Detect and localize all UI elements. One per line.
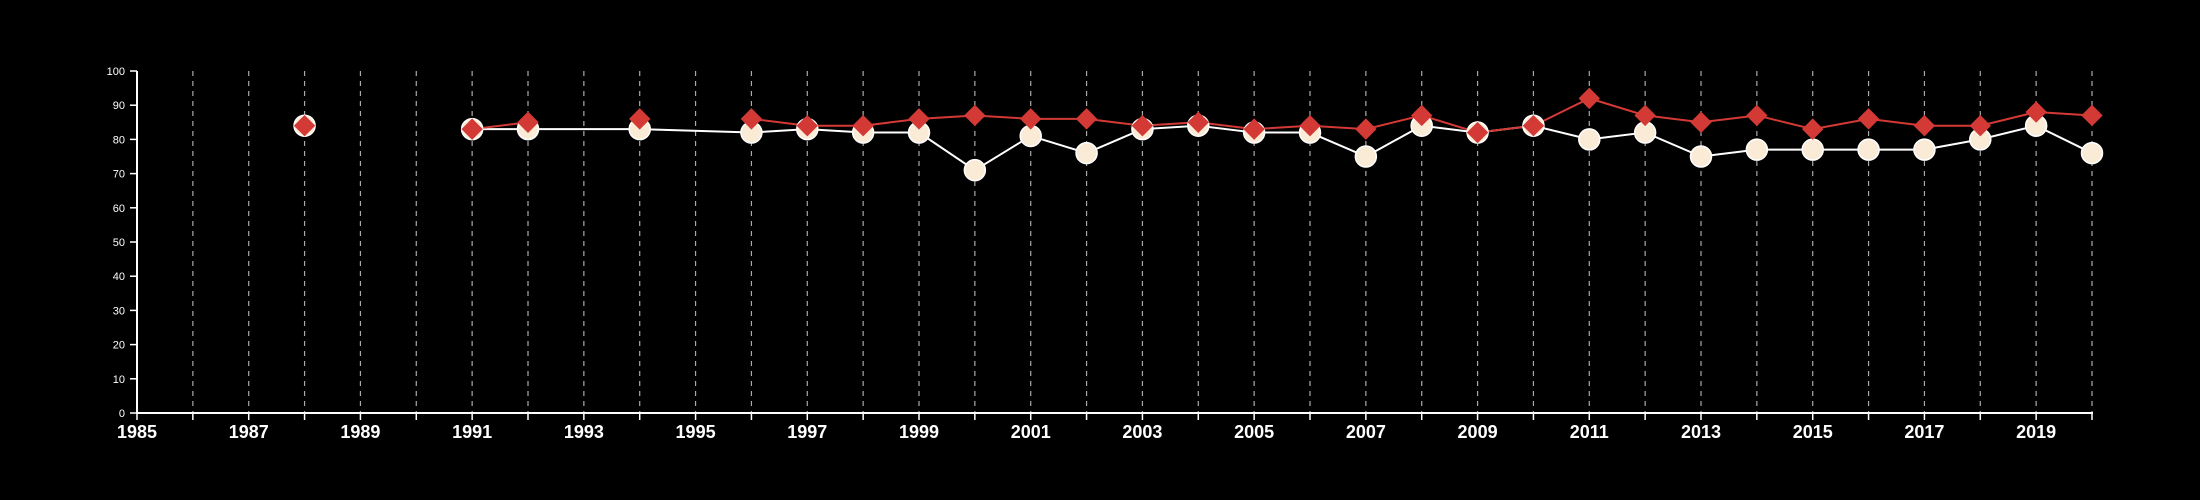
white-point-2014 (1745, 138, 1769, 161)
x-tick-label-2001: 2001 (1011, 422, 1051, 442)
red-point-1998 (852, 115, 874, 137)
axes: 0 10 20 30 40 50 60 70 80 90 100 1985 1987 1989 1991 19… (107, 66, 2093, 442)
x-tick-label-2019: 2019 (2016, 422, 2056, 442)
x-tick-label-2009: 2009 (1458, 422, 1498, 442)
x-tick-label-1991: 1991 (452, 422, 492, 442)
grid-lines (192, 71, 2093, 413)
x-tick-label-2013: 2013 (1681, 422, 1721, 442)
red-point-2017 (1913, 115, 1936, 137)
red-point-1988 (293, 115, 316, 137)
series-layer (293, 87, 2104, 182)
red-point-1996 (740, 108, 763, 130)
white-point-2013 (1689, 145, 1713, 168)
white-point-2016 (1857, 138, 1880, 161)
series-red-line-group (472, 97, 2093, 134)
y-tick-label-50: 50 (113, 237, 125, 249)
red-point-2008 (1411, 104, 1433, 127)
white-point-2020 (2080, 141, 2104, 165)
y-tick-label-30: 30 (113, 305, 125, 317)
y-tick-label-10: 10 (113, 374, 125, 386)
x-tick-label-1999: 1999 (899, 422, 939, 442)
red-point-2000 (964, 104, 986, 127)
red-point-2015 (1802, 118, 1824, 140)
red-point-2020 (2081, 104, 2103, 127)
y-tick-label-70: 70 (113, 169, 125, 181)
white-point-2002 (1075, 141, 1098, 165)
red-point-2019 (2025, 101, 2047, 123)
x-tick-label-2005: 2005 (1234, 422, 1274, 442)
x-tick-label-1985: 1985 (117, 422, 157, 442)
y-tick-label-100: 100 (107, 66, 125, 78)
red-point-2006 (1299, 115, 1321, 137)
x-tick-label-1995: 1995 (676, 422, 716, 442)
x-tick-label-1997: 1997 (787, 422, 827, 442)
y-tick-label-0: 0 (119, 408, 125, 420)
red-point-2001 (1020, 108, 1042, 130)
red-point-2003 (1131, 115, 1154, 137)
x-tick-label-2011: 2011 (1570, 422, 1609, 442)
y-tick-label-60: 60 (113, 203, 125, 215)
y-tick-label-20: 20 (113, 340, 125, 352)
x-tick-label-2017: 2017 (1904, 422, 1944, 442)
red-point-1997 (796, 115, 818, 137)
series-white-line-group (472, 124, 2093, 172)
red-point-1994 (629, 108, 651, 130)
x-tick-label-2007: 2007 (1346, 422, 1386, 442)
red-point-1999 (908, 108, 930, 130)
red-point-2009 (1466, 121, 1489, 144)
red-point-2013 (1690, 111, 1712, 134)
red-point-2016 (1857, 108, 1880, 130)
x-tick-label-1993: 1993 (564, 422, 604, 442)
white-point-2017 (1913, 138, 1936, 161)
series-red-markers (293, 87, 2103, 144)
y-tick-label-80: 80 (113, 134, 125, 146)
x-tick-label-2015: 2015 (1793, 422, 1833, 442)
red-point-1992 (517, 111, 539, 134)
red-point-2011 (1578, 87, 1600, 110)
series-white-line-segment-1 (472, 124, 2093, 172)
white-point-2015 (1801, 138, 1824, 161)
red-point-2014 (1746, 104, 1768, 127)
red-point-2005 (1243, 118, 1265, 140)
red-point-1991 (461, 118, 483, 140)
x-tick-label-2003: 2003 (1122, 422, 1162, 442)
red-point-2018 (1969, 115, 1991, 137)
y-tick-label-90: 90 (113, 100, 125, 112)
red-point-2010 (1522, 115, 1545, 137)
red-point-2004 (1187, 111, 1209, 134)
y-tick-label-40: 40 (113, 271, 125, 283)
white-point-2007 (1354, 145, 1378, 168)
white-point-2000 (963, 158, 987, 182)
red-point-2002 (1075, 108, 1098, 130)
red-point-2007 (1355, 118, 1377, 140)
x-tick-label-1989: 1989 (340, 422, 380, 442)
x-tick-label-1987: 1987 (229, 422, 269, 442)
red-point-2012 (1634, 104, 1656, 127)
white-point-2011 (1578, 128, 1601, 151)
